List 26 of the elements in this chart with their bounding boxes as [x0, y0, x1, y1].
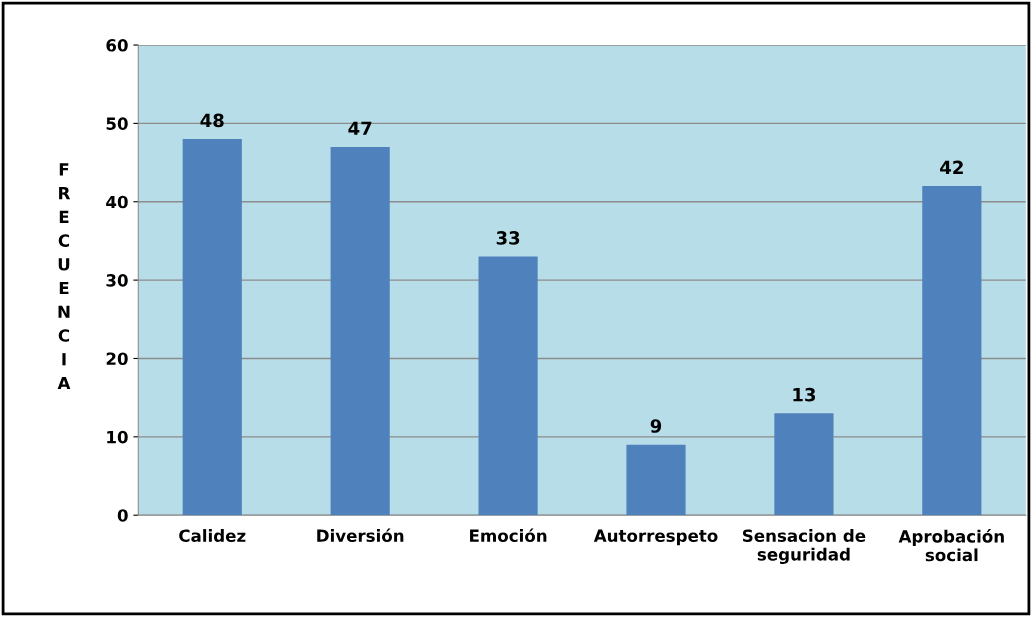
- data-label: 47: [348, 121, 372, 135]
- bar: [626, 444, 686, 516]
- x-tick-label: Calidez: [179, 529, 246, 542]
- x-tick-label: Emoción: [470, 528, 547, 542]
- bar: [478, 256, 538, 516]
- y-tick-label: 0: [117, 509, 128, 522]
- y-tick-label: 10: [107, 430, 128, 444]
- y-tick-label: 40: [106, 195, 128, 209]
- bar: [922, 186, 982, 516]
- y-tick-label: 60: [106, 39, 128, 52]
- bar: [774, 413, 834, 516]
- text: FRECUENCIA: [57, 163, 71, 390]
- y-tick-label: 50: [106, 117, 128, 130]
- y-tick-label: 30: [106, 274, 128, 287]
- x-tick-label: Sensacion de seguridad: [742, 529, 866, 565]
- x-tick-label: Diversión: [317, 528, 404, 542]
- data-label: 13: [793, 387, 816, 402]
- data-label: 48: [200, 113, 224, 128]
- x-tick-label: Autorrespeto: [593, 529, 718, 546]
- data-label: 9: [650, 419, 662, 433]
- data-label: 33: [496, 231, 520, 245]
- y-tick-label: 20: [106, 352, 128, 366]
- bar: [330, 146, 390, 516]
- data-label: 42: [940, 160, 963, 174]
- bar: [182, 139, 242, 516]
- x-tick-label: Aprobación social: [898, 529, 1004, 562]
